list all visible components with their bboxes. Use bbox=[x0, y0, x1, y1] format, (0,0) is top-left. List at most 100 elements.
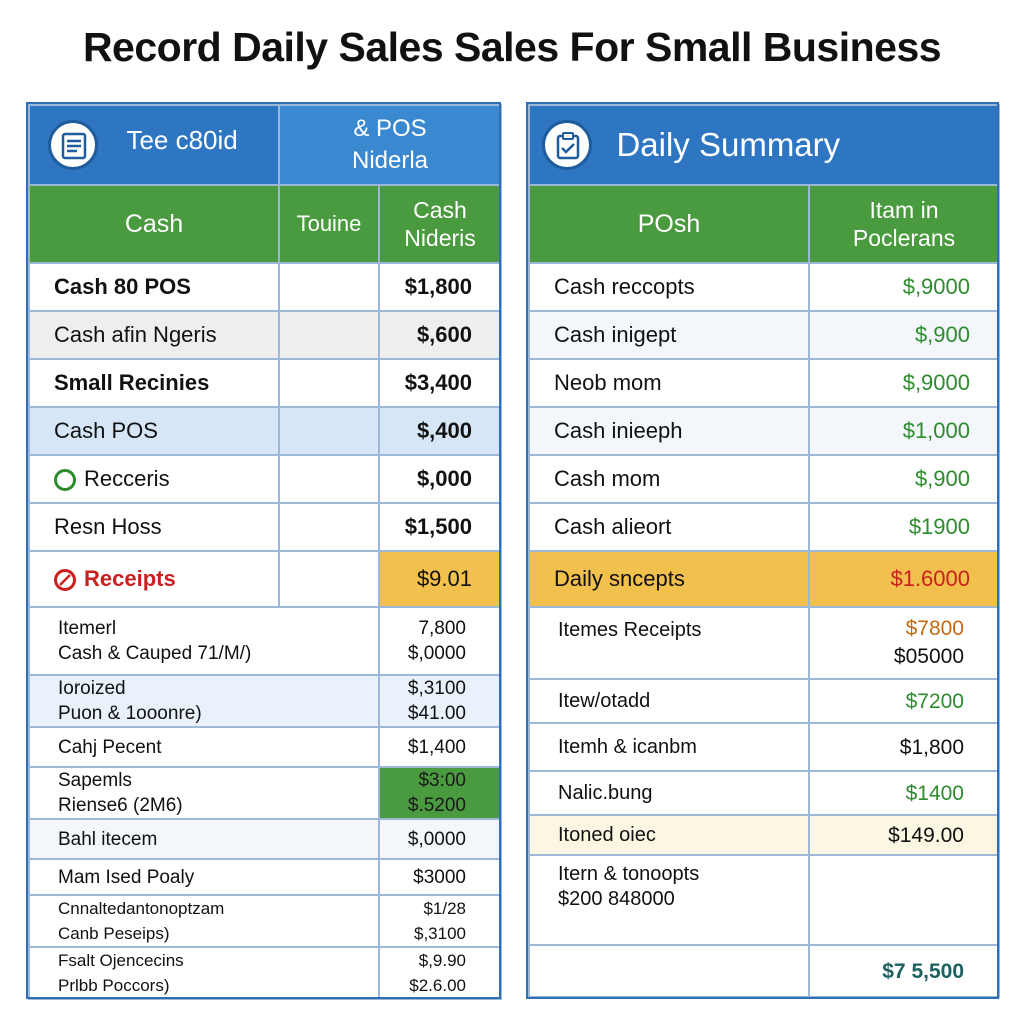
row-label: Cash reccopts bbox=[528, 262, 810, 312]
table-row: Itemes Receipts $7800 $05000 bbox=[528, 606, 1000, 680]
table-row: Recceris $,000 bbox=[28, 454, 502, 504]
table-row: Itern & tonoopts $200 848000 bbox=[528, 854, 1000, 946]
row-label: Cahj Pecent bbox=[28, 726, 380, 768]
row-amount-2: $,3100 bbox=[414, 924, 466, 943]
row-label: Cnnaltedantonoptzam bbox=[58, 899, 225, 918]
row-label: Bahl itecem bbox=[28, 818, 380, 860]
row-amount: $,9.90 bbox=[418, 951, 466, 970]
no-entry-icon bbox=[54, 569, 76, 592]
row-sublabel: Puon & 1ooonre) bbox=[58, 703, 202, 724]
row-amount-2: $41.00 bbox=[407, 703, 466, 724]
table-row: Resn Hoss $1,500 bbox=[28, 502, 502, 552]
col-item-in: Itam in Poclerans bbox=[808, 184, 1000, 264]
total-row: $7 5,500 bbox=[528, 944, 1000, 998]
table-row: Cash alieort $1900 bbox=[528, 502, 1000, 552]
row-label: Cash afin Ngeris bbox=[28, 310, 280, 360]
table-row: Cash reccopts $,9000 bbox=[528, 262, 1000, 312]
row-label: Recceris bbox=[84, 466, 170, 491]
row-label: Daily sncepts bbox=[528, 550, 810, 608]
row-amount: $1900 bbox=[808, 502, 1000, 552]
table-row: Cash 80 POS $1,800 bbox=[28, 262, 502, 312]
row-sublabel: Riense6 (2M6) bbox=[58, 795, 183, 816]
row-label: Cash alieort bbox=[528, 502, 810, 552]
left-header-sub: & POS Niderla bbox=[278, 104, 502, 186]
row-amount: $7800 bbox=[905, 617, 964, 640]
row-label: Small Recinies bbox=[28, 358, 280, 408]
table-row: Bahl itecem $,0000 bbox=[28, 818, 502, 860]
right-header-title: Daily Summary bbox=[616, 126, 841, 163]
row-amount-2: $2.6.00 bbox=[409, 976, 466, 995]
row-amount-2: $05000 bbox=[893, 645, 964, 668]
row-label: Itemes Receipts bbox=[528, 606, 810, 680]
row-amount: $3:00 bbox=[418, 770, 466, 791]
row-label: Neob mom bbox=[528, 358, 810, 408]
row-sublabel: Cash & Cauped 71/M/) bbox=[58, 643, 252, 664]
table-row: Cash POS $,400 bbox=[28, 406, 502, 456]
row-label: Itern & tonoopts bbox=[558, 863, 700, 885]
row-amount: $3,400 bbox=[378, 358, 502, 408]
row-amount: $1.6000 bbox=[808, 550, 1000, 608]
table-row: Cash mom $,900 bbox=[528, 454, 1000, 504]
row-amount: $1,800 bbox=[808, 722, 1000, 772]
green-circle-icon bbox=[54, 469, 76, 492]
table-row: Fsalt Ojencecins Prlbb Poccors) $,9.90 $2.… bbox=[28, 946, 502, 1000]
table-row: Itemerl Cash & Cauped 71/M/) 7,800 $,0000 bbox=[28, 606, 502, 676]
table-row: Cash inigept $,900 bbox=[528, 310, 1000, 360]
table-row: Nalic.bung $1400 bbox=[528, 770, 1000, 816]
row-amount: $,3100 bbox=[407, 678, 466, 699]
left-header-cell: Tee c80id bbox=[28, 104, 280, 186]
row-amount: 7,800 bbox=[418, 618, 466, 639]
col-posh: POsh bbox=[528, 184, 810, 264]
row-label: Cash 80 POS bbox=[28, 262, 280, 312]
sales-record-table: Tee c80id & POS Niderla Cash Touine Cash… bbox=[28, 104, 502, 1000]
row-amount-2: $,0000 bbox=[407, 643, 466, 664]
row-amount: $,000 bbox=[378, 454, 502, 504]
row-sublabel: Canb Peseips) bbox=[58, 924, 170, 943]
row-amount: $1,500 bbox=[378, 502, 502, 552]
row-label: Cash inigept bbox=[528, 310, 810, 360]
row-label: Itoned oiec bbox=[528, 814, 810, 856]
row-label: Cash inieeph bbox=[528, 406, 810, 456]
row-amount-2: $.5200 bbox=[407, 795, 466, 816]
row-label: Receipts bbox=[84, 566, 176, 591]
table-row: Receipts $9.01 bbox=[28, 550, 502, 608]
table-row: Cash afin Ngeris $,600 bbox=[28, 310, 502, 360]
total-amount: $7 5,500 bbox=[808, 944, 1000, 998]
row-label: Ioroized bbox=[58, 678, 126, 699]
row-amount: $,900 bbox=[808, 454, 1000, 504]
row-label: Itemh & icanbm bbox=[528, 722, 810, 772]
row-amount: $1/28 bbox=[423, 899, 466, 918]
row-amount: $,600 bbox=[378, 310, 502, 360]
row-label: Fsalt Ojencecins bbox=[58, 951, 184, 970]
row-label: Mam Ised Poaly bbox=[28, 858, 380, 896]
row-amount: $,9000 bbox=[808, 358, 1000, 408]
row-amount: $149.00 bbox=[808, 814, 1000, 856]
row-sublabel: Prlbb Poccors) bbox=[58, 976, 170, 995]
table-row: Ioroized Puon & 1ooonre) $,3100 $41.00 bbox=[28, 674, 502, 728]
col-cash: Cash bbox=[28, 184, 280, 264]
table-row: Itoned oiec $149.00 bbox=[528, 814, 1000, 856]
row-amount: $9.01 bbox=[378, 550, 502, 608]
table-row: Small Recinies $3,400 bbox=[28, 358, 502, 408]
row-sublabel: $200 848000 bbox=[558, 888, 675, 910]
row-amount: $,0000 bbox=[378, 818, 502, 860]
row-label: Itemerl bbox=[58, 618, 117, 639]
right-header-cell: Daily Summary bbox=[528, 104, 1000, 186]
page-title: Record Daily Sales Sales For Small Busin… bbox=[82, 24, 942, 70]
row-amount: $1,000 bbox=[808, 406, 1000, 456]
table-row: Cnnaltedantonoptzam Canb Peseips) $1/28 $,… bbox=[28, 894, 502, 948]
col-touine: Touine bbox=[278, 184, 380, 264]
table-row: Cahj Pecent $1,400 bbox=[28, 726, 502, 768]
row-amount: $7200 bbox=[808, 678, 1000, 724]
row-label: Cash mom bbox=[528, 454, 810, 504]
daily-summary-table: Daily Summary POsh Itam in Poclerans Cas… bbox=[528, 104, 1000, 998]
row-label: Sapemls bbox=[58, 770, 132, 791]
row-label: Resn Hoss bbox=[28, 502, 280, 552]
table-row: Daily sncepts $1.6000 bbox=[528, 550, 1000, 608]
table-row: Itemh & icanbm $1,800 bbox=[528, 722, 1000, 772]
row-amount: $,400 bbox=[378, 406, 502, 456]
row-amount: $1400 bbox=[808, 770, 1000, 816]
row-amount: $,9000 bbox=[808, 262, 1000, 312]
receipt-icon bbox=[48, 120, 98, 170]
table-row: Cash inieeph $1,000 bbox=[528, 406, 1000, 456]
